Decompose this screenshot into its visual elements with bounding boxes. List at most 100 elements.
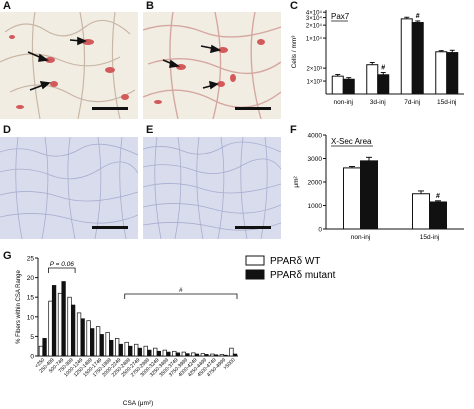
bar (143, 345, 148, 357)
y-axis-label: % Fibers within CSA Range (16, 269, 22, 343)
scale-bar (235, 226, 271, 229)
bar (194, 353, 200, 357)
y-tick-label: 3×10⁴ (306, 15, 323, 22)
bar (331, 75, 344, 95)
micrograph-d (0, 137, 138, 239)
micrograph-a-image (0, 12, 136, 119)
bar (99, 334, 104, 357)
y-tick-label: 2000 (308, 180, 323, 187)
bar (67, 296, 72, 357)
x-tick-label: 15d-inj (437, 99, 457, 106)
micrograph-d-image (0, 137, 138, 239)
panel-label-d: D (3, 124, 11, 136)
bar (411, 22, 424, 95)
x-tick-label: non-inj (351, 234, 371, 241)
bar (42, 338, 47, 357)
micrograph-b-image (143, 12, 281, 119)
bar (38, 345, 44, 357)
bar (446, 52, 459, 95)
bar (223, 354, 228, 357)
bar (86, 320, 91, 357)
legend-swatch (245, 269, 265, 280)
bar (175, 352, 181, 357)
x-tick-label: 3d-inj (370, 99, 386, 106)
bar (48, 300, 53, 357)
scale-bar (92, 107, 128, 110)
bar (109, 339, 114, 357)
x-axis-label: CSA (μm²) (123, 400, 153, 407)
bar (343, 167, 361, 230)
bar (128, 345, 133, 357)
bar (80, 318, 85, 357)
bar (191, 352, 196, 357)
y-tick-label: 10 (27, 314, 35, 321)
y-tick-label: 0 (30, 354, 34, 361)
y-tick-label: 1×10³ (306, 80, 322, 86)
micrograph-e (143, 137, 281, 239)
panel-label-g: G (3, 250, 12, 262)
panel-label-e: E (146, 124, 154, 136)
scale-bar (92, 226, 128, 229)
chart-title: Pax7 (331, 12, 350, 21)
significance-bracket (124, 293, 238, 299)
significance-marker: P = 0.06 (50, 261, 75, 268)
bar (147, 349, 152, 357)
bar (429, 201, 447, 230)
legend-swatch (245, 255, 265, 266)
bar (377, 74, 390, 95)
chart-title: X-Sec Area (331, 137, 372, 146)
y-tick-label: 4000 (308, 133, 323, 140)
bar (412, 193, 430, 230)
bar (229, 347, 234, 357)
chart-f-cross-section-area: 0 1000 2000 3000 4000 μm² X-Sec Area non-inj 15d… (293, 133, 464, 241)
legend-label: PPARδ mutant (270, 270, 336, 281)
bar (181, 351, 186, 357)
bar (95, 326, 101, 357)
bar (51, 285, 57, 357)
panel-label-a: A (3, 0, 11, 12)
y-axis-label: Cells / mm³ (291, 35, 298, 69)
bar (90, 328, 95, 357)
bar (213, 354, 219, 357)
bar (162, 349, 167, 357)
y-tick-label: 2×10⁴ (306, 23, 323, 30)
bar (105, 332, 110, 357)
bar (204, 354, 209, 357)
y-tick-label: 2×10³ (306, 67, 322, 73)
y-tick-label: 15 (27, 295, 35, 302)
bar (185, 353, 190, 357)
bar (57, 292, 63, 357)
bar (124, 341, 129, 357)
bar (232, 353, 238, 357)
panel-label-f: F (290, 124, 297, 136)
y-tick-label: 1×10⁴ (306, 36, 323, 43)
y-tick-label: 5 (30, 334, 34, 341)
bar (76, 312, 82, 357)
y-tick-label: 20 (27, 275, 35, 282)
bar (156, 350, 161, 357)
y-axis-label: μm² (293, 176, 300, 188)
x-tick-label: non-inj (333, 99, 353, 106)
bar (115, 338, 120, 357)
y-tick-label: 1000 (308, 203, 323, 210)
bar (210, 353, 215, 357)
significance-marker: # (416, 13, 420, 20)
panel-label-c: C (290, 0, 298, 12)
micrograph-b (143, 12, 281, 119)
bar (153, 347, 158, 357)
significance-bracket (48, 267, 76, 273)
bar (70, 304, 76, 357)
x-tick-label: 7d-inj (404, 99, 420, 106)
bar (166, 351, 171, 357)
bar (342, 78, 355, 95)
bar (400, 18, 413, 95)
legend-label: PPARδ WT (270, 256, 320, 267)
bar (61, 281, 66, 357)
y-tick-label: 0 (318, 227, 322, 234)
y-tick-label: 3000 (308, 156, 323, 163)
micrograph-e-image (143, 137, 281, 239)
bar (137, 347, 142, 357)
significance-marker: # (381, 65, 385, 72)
